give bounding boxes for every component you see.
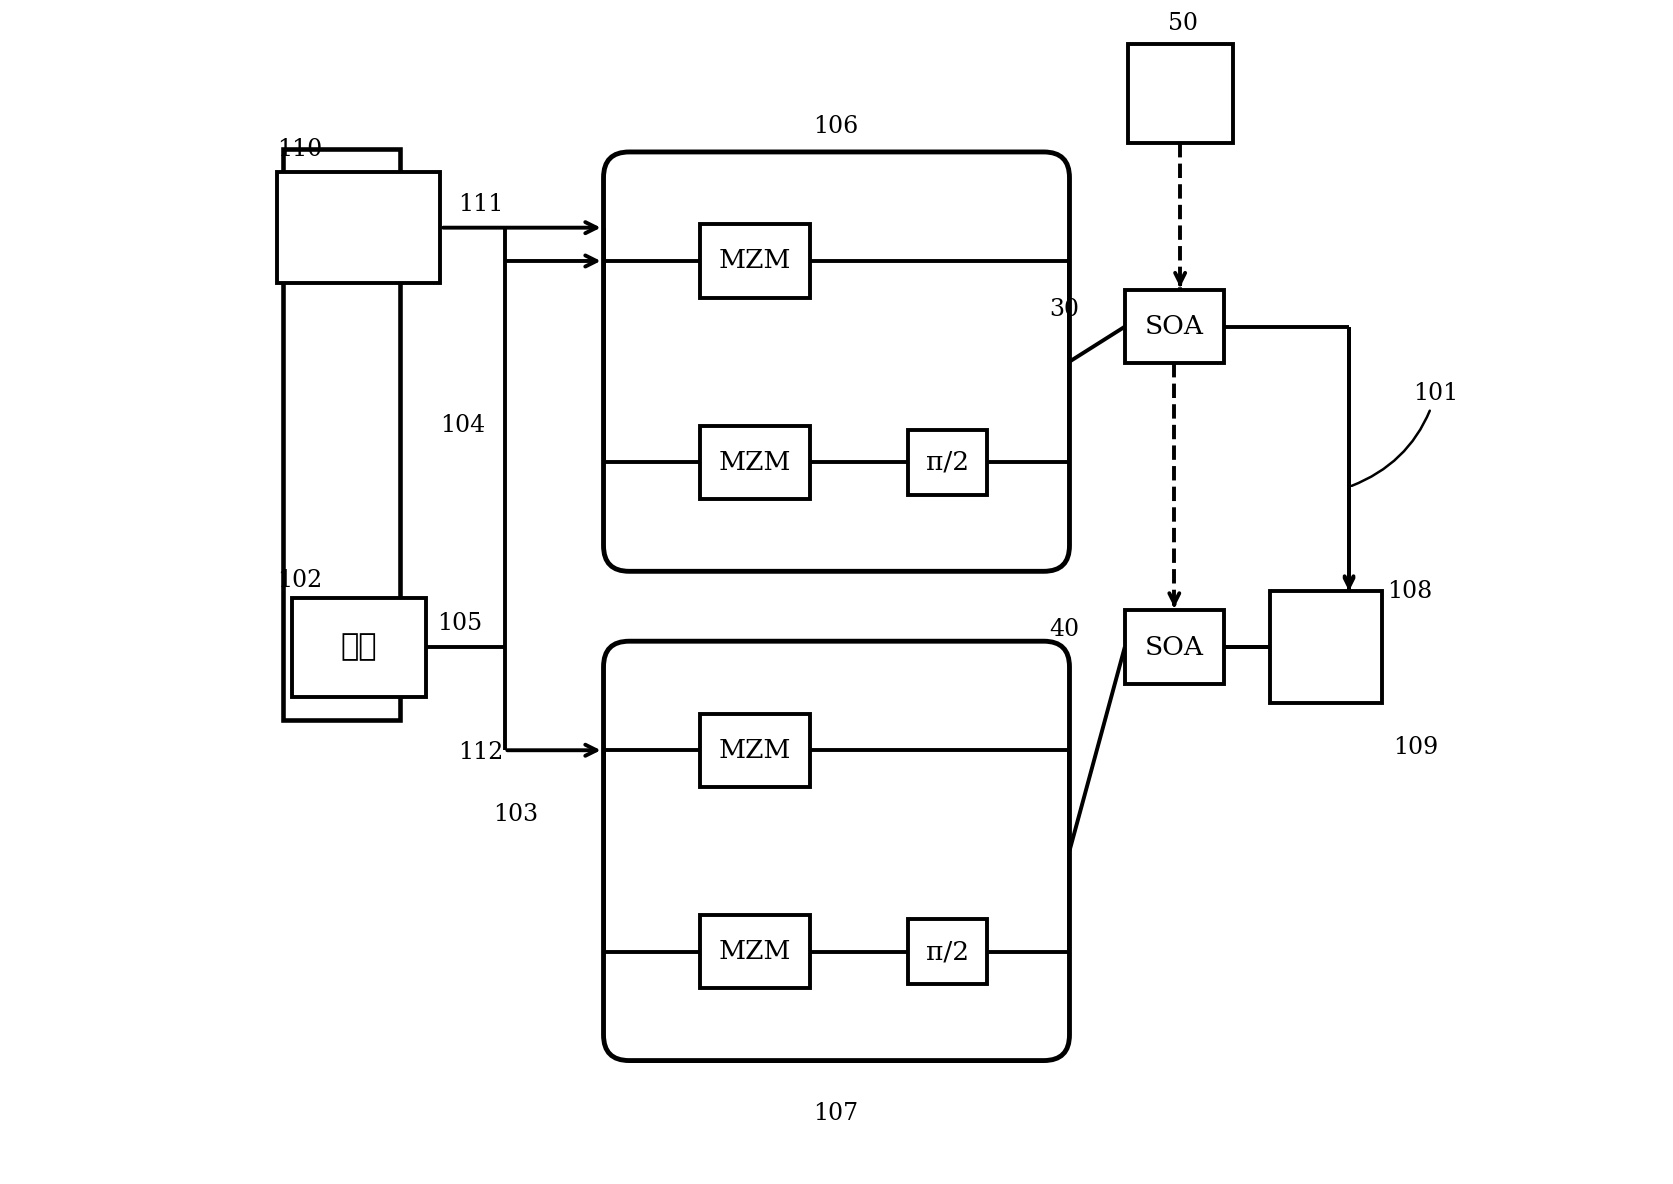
Bar [907,919,987,984]
Text: 106: 106 [813,115,858,139]
Text: π/2: π/2 [925,939,969,964]
Text: 104: 104 [440,414,485,437]
Text: 50: 50 [1168,12,1198,34]
Bar [283,149,400,720]
FancyBboxPatch shape [604,642,1069,1061]
Text: 40: 40 [1049,618,1079,642]
Bar [699,915,810,989]
Text: MZM: MZM [719,249,791,274]
Bar [1270,591,1382,703]
Bar [291,598,427,696]
Bar [1128,44,1233,143]
Text: 111: 111 [458,193,504,215]
Text: 激光: 激光 [341,631,376,663]
Bar [278,173,440,283]
Text: 102: 102 [278,568,323,592]
Text: 105: 105 [438,612,482,636]
Text: 109: 109 [1394,736,1439,759]
Text: 30: 30 [1049,298,1079,321]
Text: π/2: π/2 [925,450,969,475]
FancyBboxPatch shape [604,152,1069,572]
Text: 101: 101 [1352,382,1459,485]
Text: MZM: MZM [719,450,791,475]
Bar [1124,290,1225,363]
Bar [907,430,987,495]
Text: SOA: SOA [1144,635,1205,659]
Bar [699,224,810,297]
Text: 112: 112 [458,740,504,764]
Bar [699,425,810,498]
Text: 108: 108 [1387,580,1432,603]
Bar [699,714,810,787]
Text: MZM: MZM [719,738,791,762]
Text: SOA: SOA [1144,314,1205,339]
Text: 103: 103 [494,803,539,826]
Text: 107: 107 [813,1101,858,1125]
Text: MZM: MZM [719,939,791,964]
Bar [1124,610,1225,683]
Text: 110: 110 [278,137,323,161]
